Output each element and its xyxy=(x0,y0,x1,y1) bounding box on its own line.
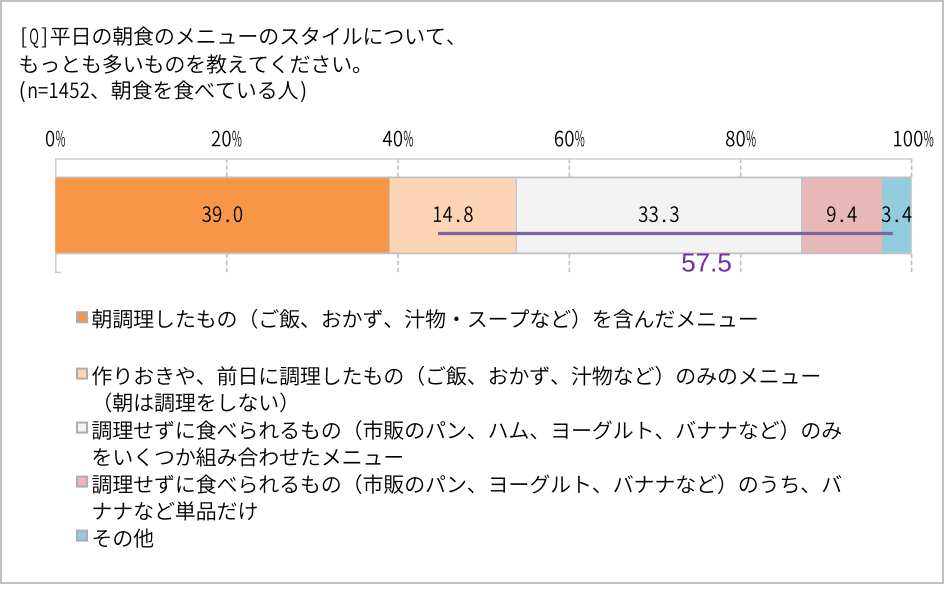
svg-text:57.5: 57.5 xyxy=(681,247,732,277)
